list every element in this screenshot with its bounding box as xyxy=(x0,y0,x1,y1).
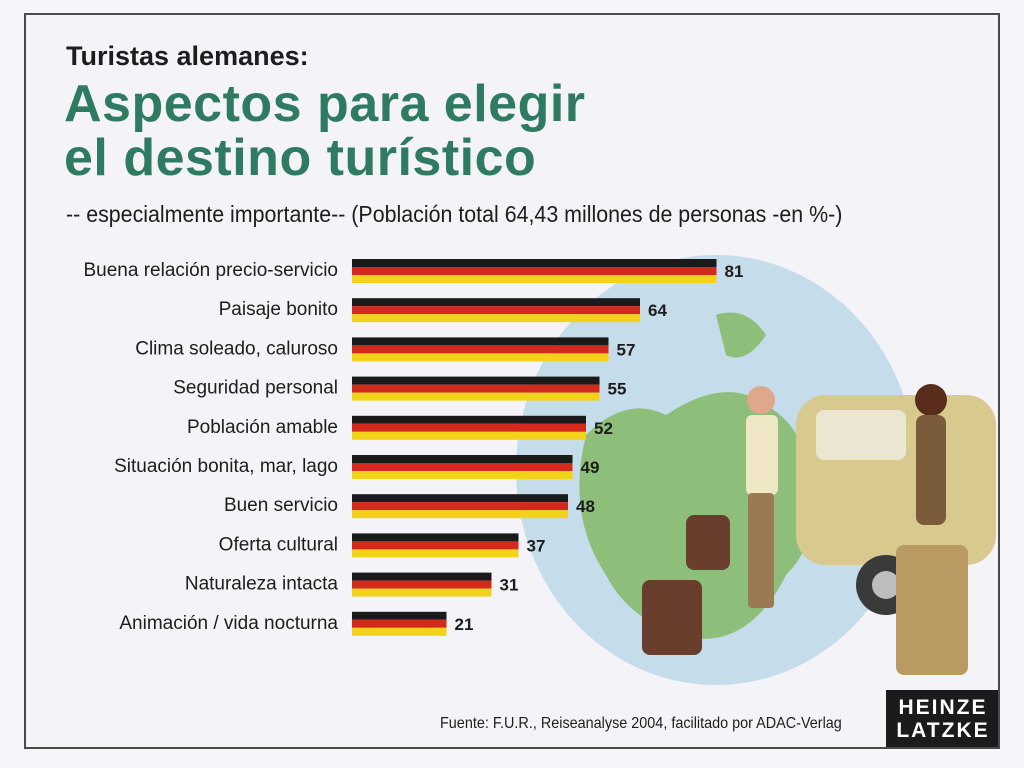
bar xyxy=(352,455,573,479)
bar xyxy=(352,611,447,636)
bar-stripe xyxy=(352,580,492,589)
bars-group: Buena relación precio-servicio 81 Paisaje … xyxy=(83,259,743,636)
bar-stripe xyxy=(352,259,717,267)
chart-subtitle: -- especialmente importante-- (Población… xyxy=(66,201,843,227)
value-label: 37 xyxy=(527,536,546,555)
bar xyxy=(352,494,568,519)
bar-stripe xyxy=(352,502,568,511)
bar xyxy=(352,572,492,597)
bar-stripe xyxy=(352,298,640,307)
bar-stripe xyxy=(352,619,447,628)
logo-line-2: LATZKE xyxy=(896,719,990,742)
category-label: Clima soleado, caluroso xyxy=(135,338,338,359)
value-label: 48 xyxy=(576,497,595,516)
title-line-1: Aspectos para elegir xyxy=(64,75,586,133)
category-label: Buen servicio xyxy=(224,495,338,516)
category-label: Paisaje bonito xyxy=(219,299,338,320)
bar-stripe xyxy=(352,423,586,432)
travelers-illustration xyxy=(642,384,996,675)
value-label: 52 xyxy=(594,419,613,438)
bar-stripe xyxy=(352,611,447,620)
bar-stripe xyxy=(352,314,640,323)
bar-stripe xyxy=(352,337,609,346)
bar-stripe xyxy=(352,345,609,354)
bar-stripe xyxy=(352,572,492,581)
bar-stripe xyxy=(352,431,586,440)
bar xyxy=(352,259,717,283)
title-line-2: el destino turístico xyxy=(64,129,537,187)
infographic-frame: Turistas alemanes: Aspectos para elegir … xyxy=(24,13,1000,749)
bar-stripe xyxy=(352,415,586,424)
bar xyxy=(352,533,519,558)
bar-chart: Buena relación precio-servicio 81 Paisaje … xyxy=(83,255,996,685)
bar-stripe xyxy=(352,275,717,283)
bar-stripe xyxy=(352,463,573,471)
bar-stripe xyxy=(352,494,568,503)
category-label: Oferta cultural xyxy=(219,534,338,555)
bar-stripe xyxy=(352,267,717,275)
bar-stripe xyxy=(352,588,492,597)
category-label: Seguridad personal xyxy=(173,378,338,399)
bar-stripe xyxy=(352,627,447,636)
bar-stripe xyxy=(352,471,573,479)
value-label: 55 xyxy=(608,380,627,399)
bar-stripe xyxy=(352,392,600,401)
logo-line-1: HEINZE xyxy=(898,696,988,719)
bar xyxy=(352,376,600,401)
value-label: 57 xyxy=(617,340,636,359)
value-label: 64 xyxy=(648,301,667,320)
bar-stripe xyxy=(352,549,519,558)
bar-stripe xyxy=(352,306,640,315)
bar-stripe xyxy=(352,455,573,463)
publisher-logo: HEINZE LATZKE xyxy=(886,690,998,747)
value-label: 49 xyxy=(581,458,600,477)
bar xyxy=(352,415,586,440)
source-note: Fuente: F.U.R., Reiseanalyse 2004, facil… xyxy=(440,715,842,732)
category-label: Animación / vida nocturna xyxy=(119,613,338,634)
category-label: Población amable xyxy=(187,417,338,438)
bar-stripe xyxy=(352,510,568,519)
bar-stripe xyxy=(352,353,609,362)
bar xyxy=(352,337,609,362)
bar-stripe xyxy=(352,541,519,550)
supertitle: Turistas alemanes: xyxy=(66,41,309,71)
chart-title: Aspectos para elegir el destino turístic… xyxy=(64,77,586,185)
value-label: 21 xyxy=(455,615,474,634)
value-label: 81 xyxy=(725,262,744,281)
category-label: Situación bonita, mar, lago xyxy=(114,456,338,477)
bar-stripe xyxy=(352,533,519,542)
bar-stripe xyxy=(352,376,600,385)
bar xyxy=(352,298,640,323)
category-label: Buena relación precio-servicio xyxy=(83,260,338,281)
bar-stripe xyxy=(352,384,600,393)
value-label: 31 xyxy=(500,576,519,595)
category-label: Naturaleza intacta xyxy=(185,574,339,595)
